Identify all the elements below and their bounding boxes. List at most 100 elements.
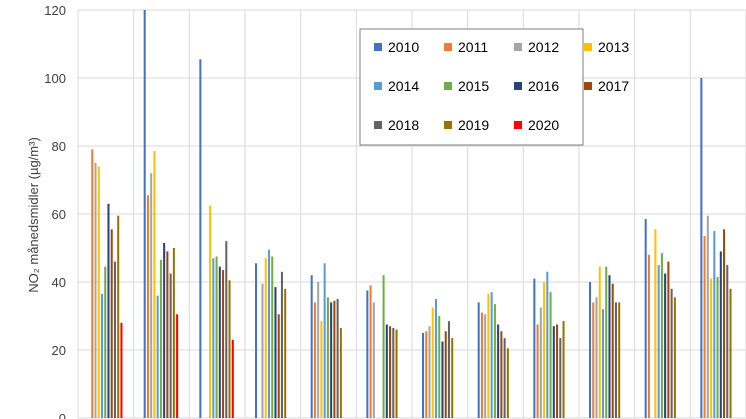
bar bbox=[172, 248, 175, 418]
y-axis-tick-labels: 0 20 40 60 80 100 120 bbox=[44, 3, 66, 419]
bar bbox=[660, 253, 663, 418]
bar bbox=[326, 297, 329, 418]
legend-label: 2014 bbox=[388, 78, 419, 94]
bar bbox=[546, 271, 549, 418]
bar bbox=[100, 293, 104, 418]
bar bbox=[428, 326, 431, 418]
bar bbox=[654, 229, 657, 418]
legend-item: 2011 bbox=[444, 39, 488, 55]
bar bbox=[271, 256, 274, 418]
bar bbox=[556, 324, 559, 418]
bar bbox=[255, 263, 258, 418]
bar bbox=[156, 295, 159, 418]
legend-swatch bbox=[374, 82, 382, 90]
bar bbox=[159, 259, 162, 418]
bar bbox=[280, 271, 283, 418]
bar bbox=[215, 256, 218, 418]
bar bbox=[104, 266, 107, 418]
bar bbox=[719, 251, 722, 418]
y-axis-title: NO₂ månedsmidler (µg/m³) bbox=[26, 137, 41, 293]
bar bbox=[497, 324, 500, 418]
legend-item: 2018 bbox=[374, 117, 419, 133]
bar bbox=[592, 302, 595, 418]
y-tick-label: 100 bbox=[44, 71, 66, 86]
bar bbox=[91, 149, 94, 418]
bar bbox=[608, 275, 611, 418]
legend-label: 2016 bbox=[528, 78, 559, 94]
bar bbox=[710, 278, 713, 418]
bar bbox=[284, 288, 287, 418]
bar bbox=[382, 275, 385, 418]
bar bbox=[493, 304, 496, 418]
legend-item: 2019 bbox=[444, 117, 489, 133]
legend-label: 2020 bbox=[528, 117, 559, 133]
month-separators bbox=[77, 10, 746, 418]
bar bbox=[500, 331, 503, 418]
bar bbox=[313, 302, 316, 418]
y-tick-label: 20 bbox=[52, 343, 66, 358]
legend-swatch bbox=[444, 82, 452, 90]
bar bbox=[97, 166, 100, 418]
bar bbox=[369, 285, 372, 418]
bar bbox=[199, 59, 202, 419]
bar bbox=[490, 292, 493, 418]
legend-item: 2012 bbox=[514, 39, 559, 55]
bar bbox=[228, 280, 231, 418]
bar bbox=[539, 307, 542, 418]
legend-item: 2014 bbox=[374, 78, 419, 94]
bar bbox=[589, 282, 592, 418]
legend-swatch bbox=[514, 43, 522, 51]
legend-swatch bbox=[584, 43, 592, 51]
legend-swatch bbox=[444, 121, 452, 129]
bar bbox=[425, 331, 428, 418]
bar bbox=[389, 326, 392, 418]
bar bbox=[336, 299, 339, 418]
legend-swatch bbox=[444, 43, 452, 51]
y-tick-label: 60 bbox=[52, 207, 66, 222]
legend-box bbox=[359, 28, 584, 146]
y-tick-label: 40 bbox=[52, 275, 66, 290]
bar bbox=[447, 321, 450, 418]
legend-swatch bbox=[514, 82, 522, 90]
legend: 2010 2011 2012 2013 2014 2015 2016 2017 2018 2019… bbox=[359, 28, 629, 146]
bar bbox=[549, 292, 552, 418]
bar bbox=[729, 288, 732, 418]
legend-item: 2013 bbox=[584, 39, 629, 55]
bar bbox=[117, 215, 120, 418]
bar bbox=[644, 219, 647, 418]
bar bbox=[339, 327, 342, 418]
bar bbox=[176, 314, 179, 418]
bar bbox=[225, 241, 228, 418]
bar bbox=[392, 327, 395, 418]
bar bbox=[716, 276, 719, 418]
bar bbox=[647, 254, 650, 418]
bar bbox=[611, 283, 614, 418]
legend-item: 2016 bbox=[514, 78, 559, 94]
bar bbox=[595, 297, 598, 418]
bar bbox=[605, 266, 608, 418]
legend-swatch bbox=[584, 82, 592, 90]
bar bbox=[323, 263, 326, 418]
bar bbox=[277, 314, 280, 418]
bar bbox=[667, 261, 670, 418]
bar bbox=[713, 231, 716, 418]
bar bbox=[333, 300, 336, 418]
bar bbox=[726, 265, 729, 418]
bar bbox=[706, 215, 709, 418]
bar bbox=[506, 348, 509, 418]
bar bbox=[480, 312, 483, 418]
bar bbox=[310, 275, 313, 418]
bar bbox=[477, 302, 480, 418]
bar bbox=[431, 307, 434, 418]
bar bbox=[107, 203, 110, 418]
bar bbox=[543, 282, 546, 418]
bar bbox=[274, 287, 277, 418]
bar bbox=[434, 299, 438, 418]
bar bbox=[267, 249, 271, 418]
bar bbox=[320, 321, 323, 418]
y-tick-label: 120 bbox=[44, 3, 66, 18]
legend-label: 2013 bbox=[598, 39, 629, 55]
bar bbox=[657, 265, 660, 418]
legend-swatch bbox=[514, 121, 522, 129]
